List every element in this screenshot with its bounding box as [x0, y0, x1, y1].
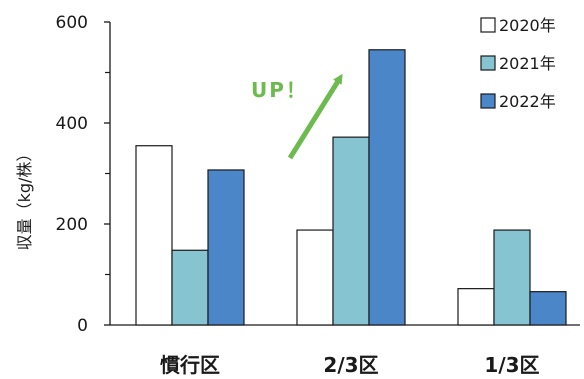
legend-label: 2022年 [499, 92, 556, 111]
bar-1-1 [135, 145, 173, 326]
bar-2-1 [296, 229, 334, 326]
bar-3-2 [493, 229, 531, 326]
legend-swatch [480, 55, 496, 71]
y-tick-label: 600 [56, 13, 88, 33]
legend-label: 2020年 [499, 16, 556, 35]
category-labels: 慣行区 2/3区 1/3区 [160, 353, 540, 377]
y-tick-label: 400 [56, 114, 88, 134]
y-tick-label: 0 [77, 316, 88, 336]
annotation-text: UP！ [251, 78, 308, 102]
legend: 2020年 2021年 2022年 [480, 16, 556, 111]
legend-swatch [480, 93, 496, 109]
legend-swatch [480, 17, 496, 33]
bar-3-3 [529, 291, 567, 326]
annotation-arrow [287, 73, 343, 160]
y-axis-label: 収量（kg/株） [15, 146, 34, 251]
y-axis: 0 200 400 600 [56, 13, 111, 336]
annotation: UP！ [251, 73, 343, 160]
category-label: 慣行区 [160, 353, 220, 377]
bar-1-2 [171, 249, 209, 326]
category-label: 2/3区 [323, 353, 378, 377]
bar-2-2 [332, 136, 370, 326]
legend-label: 2021年 [499, 54, 556, 73]
bar-1-3 [207, 169, 245, 326]
bar-3-1 [457, 288, 495, 326]
bars [135, 49, 567, 326]
category-label: 1/3区 [484, 353, 539, 377]
bar-2-3 [368, 49, 406, 326]
y-tick-label: 200 [56, 215, 88, 235]
